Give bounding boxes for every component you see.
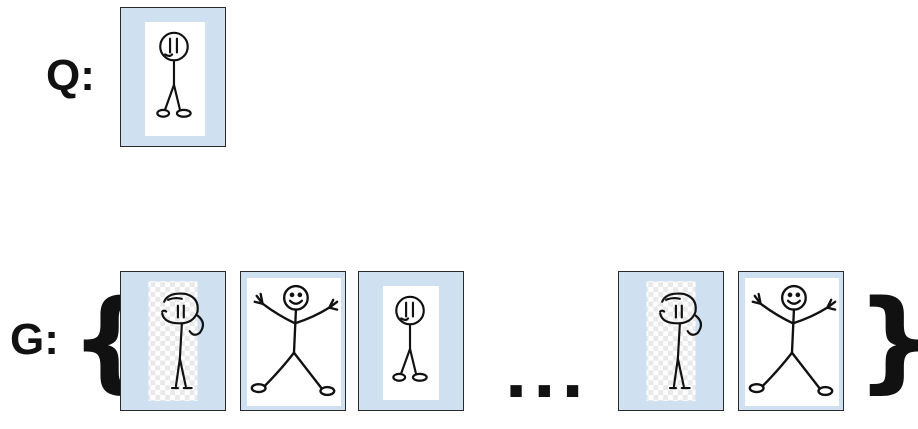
stick-figure-side-profile-icon [148,281,205,401]
gallery-label: G: [10,315,59,364]
stick-figure-arms-up-smiling-icon [748,284,837,397]
stick-figure-arms-up-smiling-icon [250,284,339,397]
query-image [120,7,226,147]
gallery-image [120,271,226,411]
stick-figure-standing-icon [392,295,428,382]
gallery-ellipsis: ... [505,325,590,414]
gallery-image [358,271,464,411]
stick-figure-side-profile-icon [646,281,703,401]
stick-figure-standing-icon [156,31,192,118]
gallery-image [240,271,346,411]
gallery-image [738,271,844,411]
query-label: Q: [46,51,95,100]
gallery-image [618,271,724,411]
gallery-close-brace: } [856,285,918,395]
